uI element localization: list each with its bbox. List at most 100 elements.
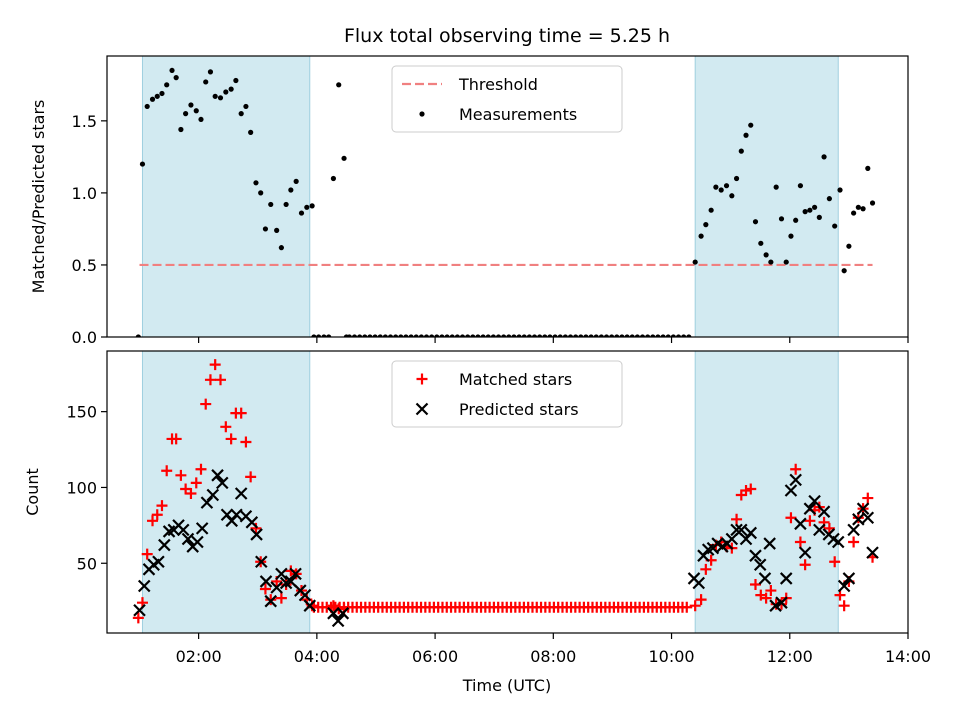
matched-stars-point: [862, 492, 874, 504]
matched-stars-point: [695, 594, 707, 606]
matched-stars-point: [151, 509, 163, 521]
measurement-point: [387, 334, 394, 337]
matched-stars-point: [700, 563, 712, 575]
measurement-point: [763, 252, 769, 258]
measurement-point: [788, 233, 794, 239]
matched-stars-point: [838, 600, 850, 612]
measurement-point: [398, 334, 404, 337]
predicted-stars-point: [303, 599, 317, 612]
measurement-point: [238, 111, 244, 117]
measurement-point: [336, 82, 342, 88]
observing-window-shade: [141, 350, 311, 634]
measurement-point: [233, 77, 239, 84]
measurement-point: [793, 217, 799, 223]
measurement-point: [439, 334, 445, 337]
predicted-stars-point: [275, 567, 288, 581]
measurement-point: [311, 334, 317, 337]
measurement-point: [212, 93, 218, 99]
measurement-point: [444, 334, 450, 337]
matched-stars-point: [731, 513, 743, 525]
measurement-point: [154, 93, 160, 99]
predicted-stars-point: [789, 473, 802, 487]
measurement-point: [326, 334, 332, 337]
matched-stars-point: [161, 465, 173, 477]
predicted-stars-point: [327, 607, 340, 620]
measurement-point: [713, 184, 719, 190]
matched-stars-point: [204, 374, 216, 386]
measurement-point: [547, 334, 553, 337]
matched-stars-point: [175, 469, 187, 481]
legend: Threshold Measurements: [391, 65, 623, 133]
measurement-point: [837, 187, 843, 193]
measurement-point: [217, 95, 224, 101]
predicted-stars-point: [763, 537, 776, 550]
measurement-point: [639, 334, 646, 337]
measurement-point: [869, 200, 876, 206]
measurement-point: [752, 219, 759, 225]
matched-stars-point: [240, 436, 252, 448]
measurement-point: [738, 148, 744, 154]
measurement-point: [624, 334, 630, 337]
measurement-point: [193, 108, 199, 114]
predicted-stars-point: [769, 599, 782, 612]
predicted-stars-point: [808, 494, 821, 508]
matched-stars-point: [200, 398, 212, 410]
measurement-point: [681, 334, 687, 337]
measurement-point: [501, 334, 507, 337]
legend-label: Threshold: [458, 75, 538, 94]
matched-stars-point: [190, 477, 202, 489]
ratio-panel: 0.0 0.5 1.0 1.5 Matched/Predicted stars Thres…: [29, 55, 909, 347]
matched-stars-point: [141, 548, 153, 560]
x-axis-label: Time (UTC): [462, 676, 551, 695]
measurement-point: [708, 207, 714, 213]
measurement-point: [243, 103, 249, 110]
measurement-point: [393, 334, 399, 337]
matched-stars-point: [689, 600, 701, 612]
y-tick-label: 100: [66, 478, 97, 497]
measurement-point: [686, 334, 692, 337]
predicted-stars-point: [206, 488, 220, 502]
measurement-point: [821, 154, 827, 160]
measurement-point: [298, 210, 305, 216]
measurement-point: [490, 334, 496, 337]
predicted-stars-point: [837, 579, 851, 593]
measurement-point: [283, 201, 289, 208]
legend-box: [391, 360, 623, 428]
measurement-point: [573, 334, 579, 337]
measurement-point: [408, 334, 414, 337]
matched-stars-point: [185, 488, 197, 500]
x-tick-label: 10:00: [648, 647, 694, 666]
x-tick-label: 08:00: [530, 647, 576, 666]
measurement-point: [670, 334, 676, 337]
matched-stars-point: [225, 433, 237, 445]
axes-frame: [106, 55, 909, 338]
measurement-point: [223, 89, 229, 95]
measurement-point: [743, 132, 749, 138]
measurement-point: [583, 334, 589, 337]
matched-stars-point: [235, 407, 247, 419]
measurement-point: [723, 183, 730, 189]
measurement-point: [758, 240, 764, 246]
measurement-point: [588, 334, 594, 337]
measurement-point: [304, 204, 310, 210]
measurement-point: [403, 334, 409, 337]
measurement-point: [278, 245, 284, 251]
matched-stars-point: [250, 522, 262, 534]
predicted-stars-point: [842, 572, 856, 585]
x-tick-label: 12:00: [767, 647, 813, 666]
measurement-point: [178, 126, 184, 133]
predicted-stars-point: [784, 484, 798, 497]
matched-stars-point: [760, 592, 772, 604]
matched-stars-point: [681, 601, 693, 613]
measurement-point: [316, 334, 322, 337]
y-axis-label: Count: [23, 468, 42, 516]
measurement-point: [598, 334, 604, 337]
count-panel: 50 100 150 02:00 04:00 06:00 08:00 10:00 12:00 14…: [23, 350, 931, 666]
measurement-point: [173, 75, 179, 81]
predicted-stars-point: [289, 567, 302, 581]
measurement-point: [207, 69, 214, 75]
measurement-point: [655, 334, 661, 337]
predicted-stars-point: [331, 614, 345, 628]
predicted-stars-point: [264, 594, 278, 608]
